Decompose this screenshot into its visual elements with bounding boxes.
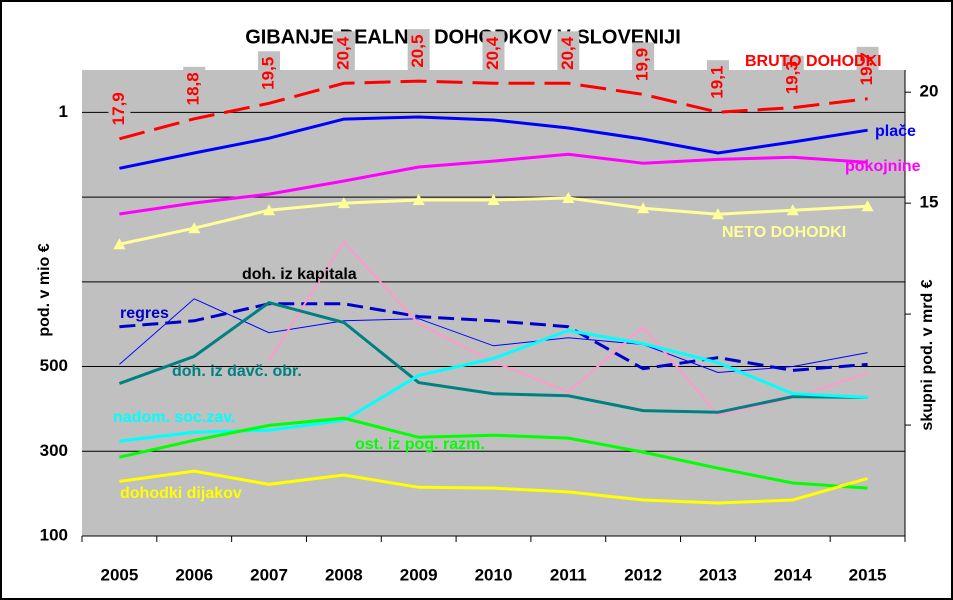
value-label-bg bbox=[781, 55, 804, 100]
series-line bbox=[119, 469, 869, 505]
y2-tick-label: 15 bbox=[920, 193, 939, 212]
value-label: 19,9 bbox=[633, 48, 652, 81]
value-label: 19,5 bbox=[259, 57, 278, 90]
series-label: pokojnine bbox=[845, 158, 921, 175]
marker bbox=[562, 192, 575, 204]
value-label: 18,8 bbox=[184, 72, 203, 105]
x-tick-label: 2006 bbox=[175, 565, 213, 584]
series-label: BRUTO DOHODKI bbox=[745, 53, 882, 70]
series-line bbox=[119, 152, 868, 216]
x-tick-label: 2013 bbox=[699, 565, 737, 584]
x-tick-label: 2011 bbox=[550, 565, 587, 584]
chart-title: GIBANJE REALNIH DOHODKOV V SLOVENIJI bbox=[245, 26, 681, 48]
value-label-bg bbox=[183, 66, 206, 111]
value-label: 19,1 bbox=[707, 66, 726, 99]
y-tick-label: 1 bbox=[59, 102, 68, 121]
x-tick-label: 2005 bbox=[100, 565, 138, 584]
series-label: nadom. soc.zav. bbox=[113, 409, 235, 426]
value-label-bg bbox=[108, 86, 131, 131]
series-line bbox=[118, 300, 868, 414]
marker bbox=[263, 204, 276, 216]
x-tick-label: 2008 bbox=[325, 565, 363, 584]
series-line bbox=[119, 302, 868, 372]
x-tick-label: 2010 bbox=[475, 565, 513, 584]
marker bbox=[188, 222, 201, 234]
marker bbox=[113, 238, 126, 250]
series-label: doh. iz kapitala bbox=[242, 266, 357, 283]
x-tick-label: 2012 bbox=[624, 565, 662, 584]
value-label: 17,9 bbox=[109, 92, 128, 125]
value-label: 20,4 bbox=[333, 36, 352, 70]
value-label-bg bbox=[557, 31, 580, 76]
series-line bbox=[119, 115, 868, 170]
marker bbox=[861, 200, 874, 212]
x-tick-label: 2015 bbox=[849, 565, 887, 584]
marker bbox=[337, 197, 350, 209]
marker bbox=[786, 204, 799, 216]
y-tick-label: 500 bbox=[40, 356, 68, 375]
value-label: 20,5 bbox=[408, 35, 427, 68]
x-tick-label: 2014 bbox=[774, 565, 812, 584]
plot-area bbox=[82, 70, 905, 536]
marker bbox=[637, 202, 650, 214]
x-tick-label: 2007 bbox=[250, 565, 288, 584]
value-label-bg bbox=[407, 29, 430, 74]
value-label-bg bbox=[332, 31, 355, 76]
series-label: NETO DOHODKI bbox=[722, 224, 846, 241]
marker bbox=[412, 194, 425, 206]
y-tick-label: 100 bbox=[40, 525, 68, 544]
y2-tick-label: 20 bbox=[920, 82, 939, 101]
series-label: doh. iz davč. obr. bbox=[172, 363, 302, 380]
x-tick-label: 2009 bbox=[400, 565, 438, 584]
series-label: plače bbox=[875, 123, 916, 140]
series-line bbox=[268, 240, 868, 416]
y-axis-label: pod. v mio € bbox=[36, 243, 53, 336]
series-label: dohodki dijakov bbox=[120, 485, 242, 502]
y2-axis-label: skupni pod. v mrd € bbox=[919, 279, 936, 430]
value-label: 19,3 bbox=[782, 61, 801, 94]
value-label-bg bbox=[258, 51, 281, 96]
value-label: 20,4 bbox=[558, 36, 577, 70]
marker bbox=[711, 208, 724, 220]
value-label: 19,7 bbox=[857, 52, 876, 85]
marker bbox=[487, 194, 500, 206]
value-label-bg bbox=[482, 31, 505, 76]
series-line bbox=[119, 416, 868, 490]
value-label-bg bbox=[856, 46, 879, 91]
value-label: 20,4 bbox=[483, 36, 502, 70]
series-label: regres bbox=[120, 305, 169, 322]
y-tick-label: 300 bbox=[40, 441, 68, 460]
series-line bbox=[119, 79, 868, 141]
value-label-bg bbox=[632, 42, 655, 87]
series-label: ost. iz pog. razm. bbox=[355, 436, 485, 453]
value-label-bg bbox=[706, 60, 729, 105]
